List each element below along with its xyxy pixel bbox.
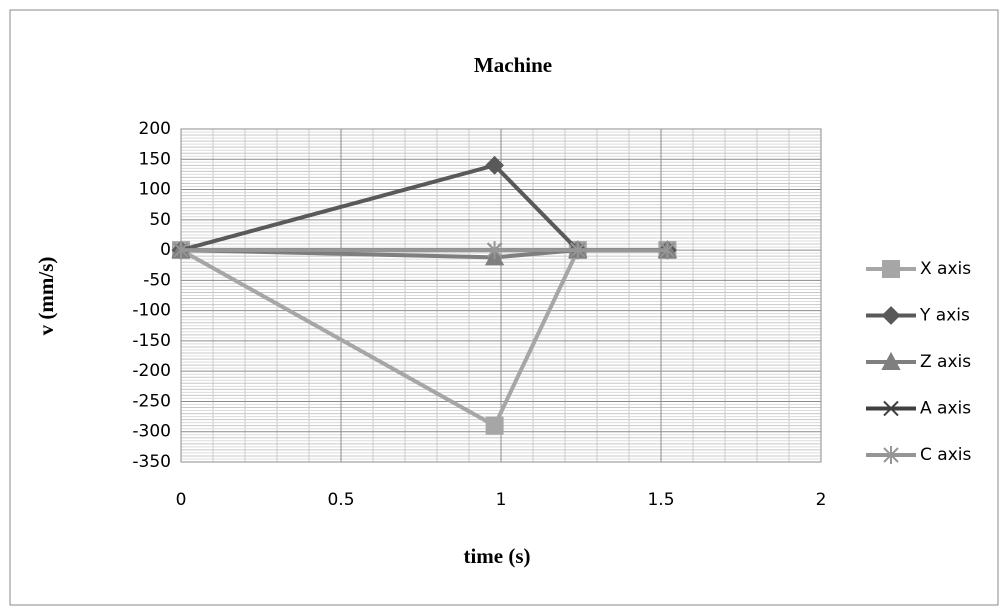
legend-label: Y axis [919,306,970,326]
x-tick-label: 1 [496,490,507,510]
legend-label: C axis [920,445,971,465]
legend-label: Z axis [920,352,971,372]
marker [487,418,503,434]
y-tick-label: -200 [132,361,171,381]
x-tick-label: 0 [176,490,187,510]
y-tick-label: 100 [139,180,171,200]
chart-title: Machine [474,53,552,77]
y-tick-label: -150 [132,331,171,351]
y-tick-label: -50 [143,270,171,290]
y-tick-label: -250 [132,391,171,411]
x-tick-label: 2 [816,490,827,510]
legend-label: X axis [920,259,971,279]
y-tick-label: 200 [139,119,171,139]
y-axis-label: v (mm/s) [34,257,58,336]
legend-label: A axis [920,399,971,419]
y-tick-label: -100 [132,301,171,321]
legend-marker [883,261,899,277]
y-tick-label: -300 [132,422,171,442]
y-tick-label: 50 [149,210,171,230]
y-tick-label: 0 [160,240,171,260]
chart: Machine v (mm/s) time (s) 200 150 100 50 0 -5… [0,0,1008,611]
y-tick-label: -350 [132,452,171,472]
x-tick-label: 1.5 [647,490,674,510]
x-axis-label: time (s) [463,544,530,568]
y-tick-label: 150 [139,149,171,169]
x-tick-label: 0.5 [327,490,354,510]
